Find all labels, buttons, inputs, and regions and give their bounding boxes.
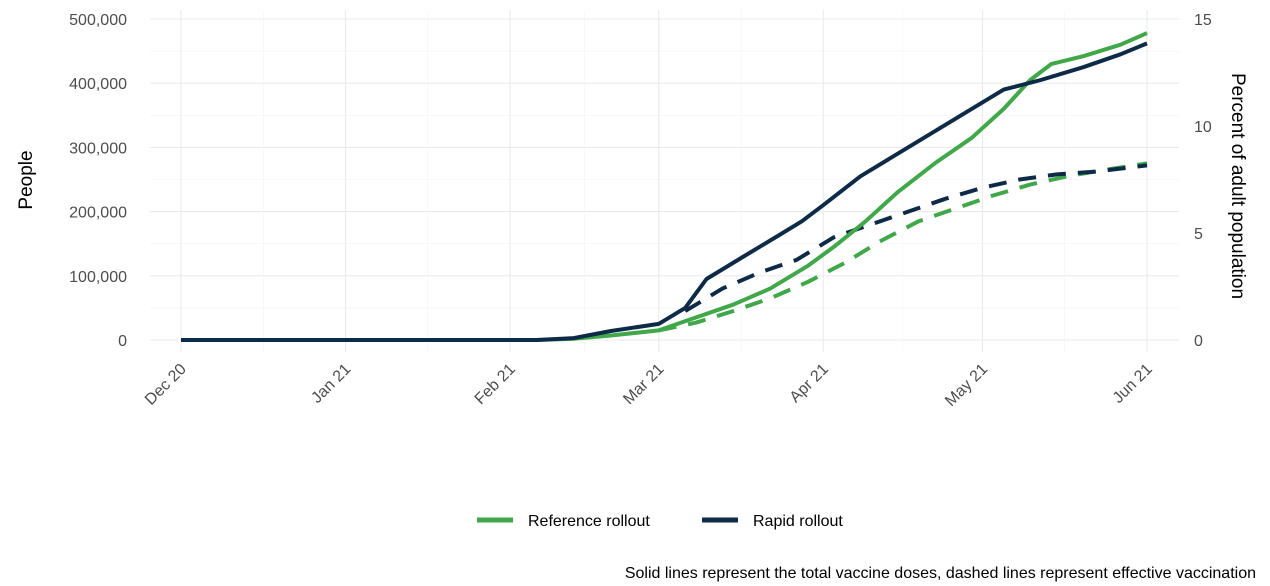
legend: Reference rollout Rapid rollout [477, 513, 843, 530]
grid-lines [150, 10, 1179, 352]
y-axis-title: People [16, 150, 37, 209]
x-tick-label: Apr 21 [787, 361, 832, 406]
y-tick-label: 0 [118, 333, 127, 350]
y-axis-ticks: 0 100,000 200,000 300,000 400,000 500,000 [69, 12, 127, 350]
reference-dashed-line [658, 161, 1148, 333]
y2-tick-label: 0 [1194, 333, 1203, 350]
y2-tick-label: 5 [1194, 226, 1203, 243]
series-lines [181, 31, 1148, 342]
y2-axis-ticks: 0 5 10 15 [1194, 12, 1212, 350]
y-tick-label: 100,000 [69, 269, 127, 286]
x-tick-label: May 21 [942, 361, 991, 410]
y-tick-label: 300,000 [69, 140, 127, 157]
y2-axis-title: Percent of adult population [1227, 73, 1248, 299]
x-tick-label: Mar 21 [620, 361, 667, 408]
x-tick-label: Jun 21 [1110, 361, 1156, 407]
y-tick-label: 200,000 [69, 205, 127, 222]
chart-caption: Solid lines represent the total vaccine … [625, 565, 1256, 582]
y-tick-label: 500,000 [69, 12, 127, 29]
legend-label-reference: Reference rollout [528, 513, 650, 530]
y-tick-label: 400,000 [69, 76, 127, 93]
y2-tick-label: 10 [1194, 119, 1212, 136]
x-axis-ticks: Dec 20 Jan 21 Feb 21 Mar 21 Apr 21 May 21 Jun … [142, 361, 1156, 410]
rapid-dashed-line [684, 163, 1148, 313]
x-tick-label: Dec 20 [142, 361, 190, 409]
legend-label-rapid: Rapid rollout [753, 513, 843, 530]
reference-solid-line [181, 31, 1148, 342]
y2-tick-label: 15 [1194, 12, 1212, 29]
x-tick-label: Feb 21 [472, 361, 519, 408]
rapid-solid-line [181, 41, 1148, 342]
x-tick-label: Jan 21 [308, 361, 354, 407]
